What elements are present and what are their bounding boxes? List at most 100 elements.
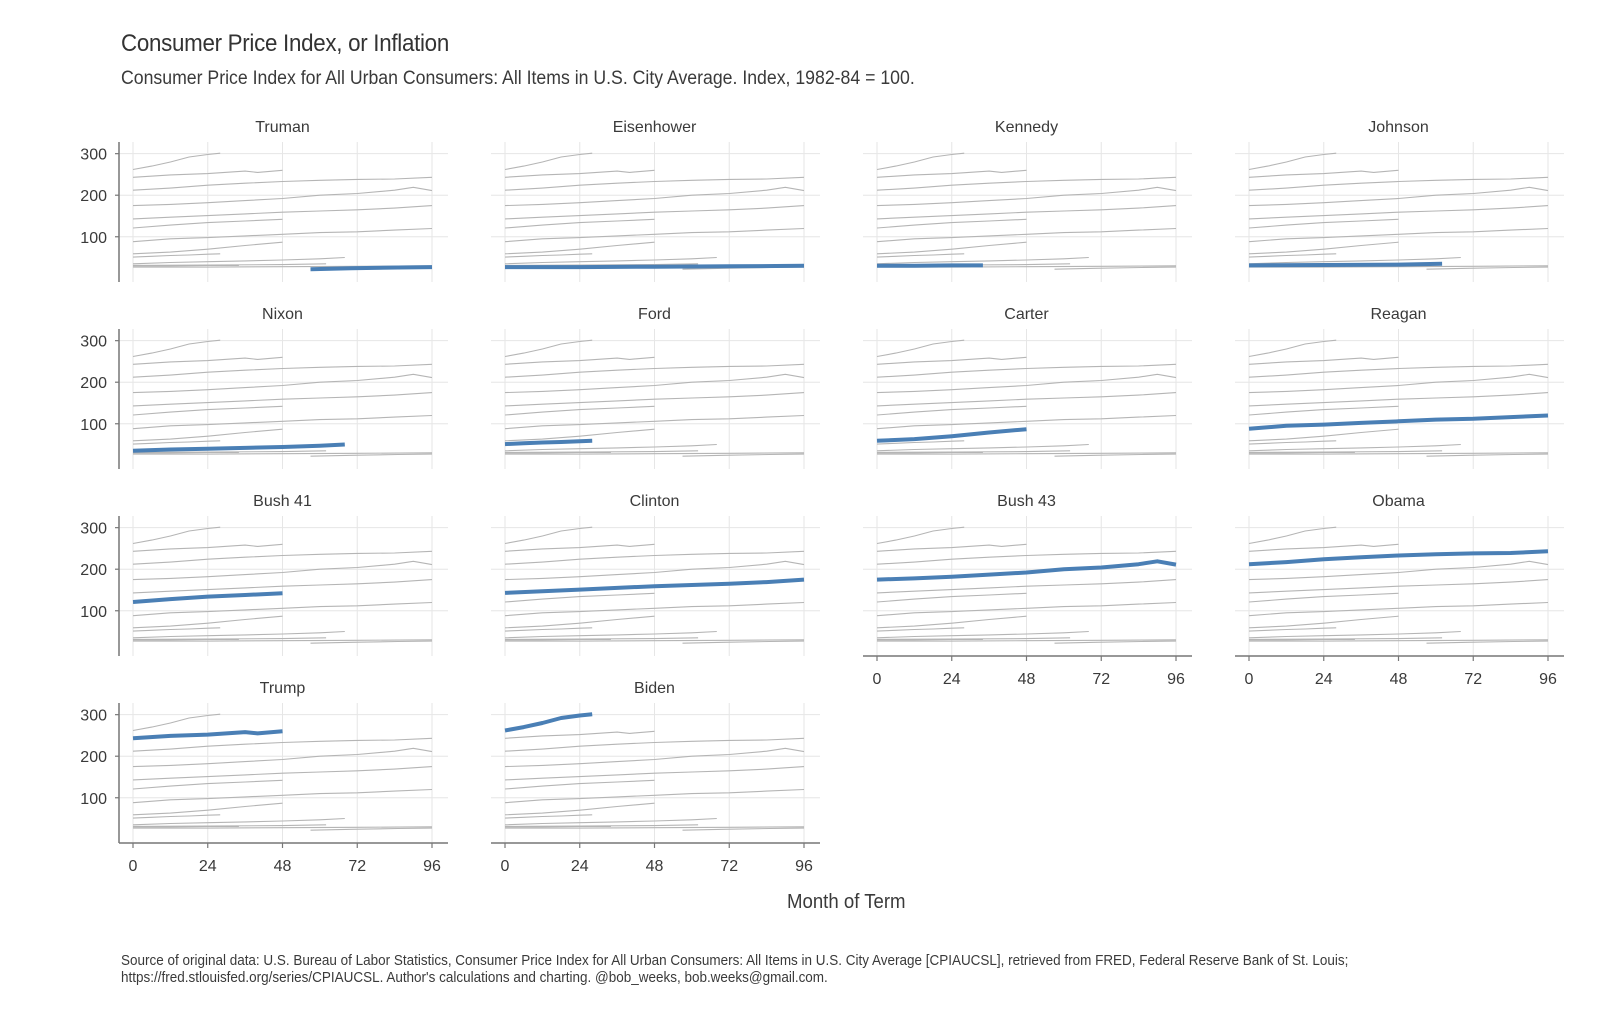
background-line	[504, 205, 805, 220]
background-line	[1248, 339, 1337, 358]
background-line	[132, 253, 221, 258]
background-line	[1248, 443, 1461, 452]
panel-johnson: Johnson	[1235, 119, 1564, 282]
panel-title: Truman	[255, 119, 310, 136]
y-tick-label: 300	[80, 147, 107, 164]
background-line	[504, 241, 655, 255]
background-line	[1248, 450, 1443, 453]
background-line	[504, 627, 593, 632]
background-line	[132, 747, 433, 768]
panel-title: Eisenhower	[613, 119, 697, 136]
background-line	[1248, 440, 1337, 445]
background-line	[876, 218, 1027, 229]
background-line	[504, 543, 655, 552]
background-line	[504, 428, 655, 442]
chart-subtitle: Consumer Price Index for All Urban Consu…	[121, 68, 915, 89]
background-line	[132, 205, 433, 220]
highlight-line	[310, 265, 433, 272]
background-line	[132, 579, 433, 594]
panel-title: Clinton	[630, 493, 680, 510]
panel-title: Reagan	[1370, 306, 1426, 323]
background-line	[132, 713, 221, 732]
x-tick-label: 96	[423, 858, 441, 875]
background-line	[310, 640, 433, 644]
x-tick-label: 0	[129, 858, 138, 875]
background-line	[876, 339, 965, 358]
background-line	[1248, 405, 1399, 416]
background-line	[1054, 266, 1177, 270]
background-line	[1426, 640, 1549, 644]
background-line	[133, 826, 433, 829]
background-line	[1248, 356, 1399, 365]
highlight-line	[1248, 549, 1549, 567]
background-line	[1248, 392, 1549, 407]
background-line	[504, 737, 805, 752]
background-line	[504, 356, 655, 365]
highlight-line	[505, 263, 805, 270]
background-line	[1248, 241, 1399, 255]
x-tick-label: 72	[720, 858, 738, 875]
background-line	[876, 637, 1071, 640]
background-line	[310, 827, 433, 831]
background-line	[505, 826, 805, 829]
highlight-line	[504, 438, 593, 447]
background-line	[876, 443, 1089, 452]
background-line	[132, 218, 283, 229]
panel-ford: Ford	[491, 306, 820, 469]
background-line	[876, 615, 1027, 629]
background-line	[1054, 453, 1177, 457]
background-line	[504, 227, 805, 243]
background-line	[504, 601, 805, 617]
background-line	[504, 824, 699, 827]
background-line	[132, 779, 283, 790]
background-line	[1248, 186, 1549, 207]
source-caption: Source of original data: U.S. Bureau of …	[121, 953, 1349, 986]
background-line	[876, 186, 1177, 207]
background-line	[682, 640, 805, 644]
x-tick-label: 24	[571, 858, 589, 875]
panel-title: Biden	[634, 680, 675, 697]
panel-biden: Biden 0 24 48 72 96	[491, 680, 820, 875]
background-line	[504, 802, 655, 816]
background-line	[876, 550, 1177, 565]
background-line	[1248, 363, 1549, 378]
x-tick-label: 0	[1245, 671, 1254, 688]
background-line	[1248, 428, 1399, 442]
panel-clinton: Clinton	[491, 493, 820, 656]
background-line	[504, 373, 805, 394]
panel-title: Carter	[1004, 306, 1049, 323]
chart-title: Consumer Price Index, or Inflation	[121, 30, 449, 57]
x-tick-label: 96	[1167, 671, 1185, 688]
y-tick-label: 100	[80, 604, 107, 621]
panel-title: Trump	[260, 680, 306, 697]
highlight-line	[132, 729, 283, 741]
background-line	[132, 601, 433, 617]
background-line	[504, 256, 717, 265]
panel-obama: Obama 0 24 48 72 96	[1235, 493, 1564, 688]
background-line	[1248, 227, 1549, 243]
y-tick-label: 200	[80, 562, 107, 579]
background-line	[1248, 627, 1337, 632]
background-line	[132, 176, 433, 191]
background-line	[132, 526, 221, 545]
background-line	[876, 592, 1027, 603]
y-tick-label: 300	[80, 521, 107, 538]
background-line	[132, 627, 221, 632]
background-line	[1054, 640, 1177, 644]
panel-title: Ford	[638, 306, 671, 323]
x-tick-label: 72	[1092, 671, 1110, 688]
x-tick-label: 24	[943, 671, 961, 688]
background-line	[1248, 169, 1399, 178]
background-line	[1249, 639, 1549, 642]
background-line	[876, 241, 1027, 255]
y-tick-label: 100	[80, 230, 107, 247]
x-tick-label: 96	[1539, 671, 1557, 688]
background-line	[132, 392, 433, 407]
panel-eisenhower: Eisenhower	[491, 119, 820, 282]
background-line	[132, 339, 221, 358]
background-line	[504, 630, 717, 639]
background-line	[132, 227, 433, 243]
background-line	[133, 639, 433, 642]
panel-title: Kennedy	[995, 119, 1058, 136]
background-line	[876, 205, 1177, 220]
